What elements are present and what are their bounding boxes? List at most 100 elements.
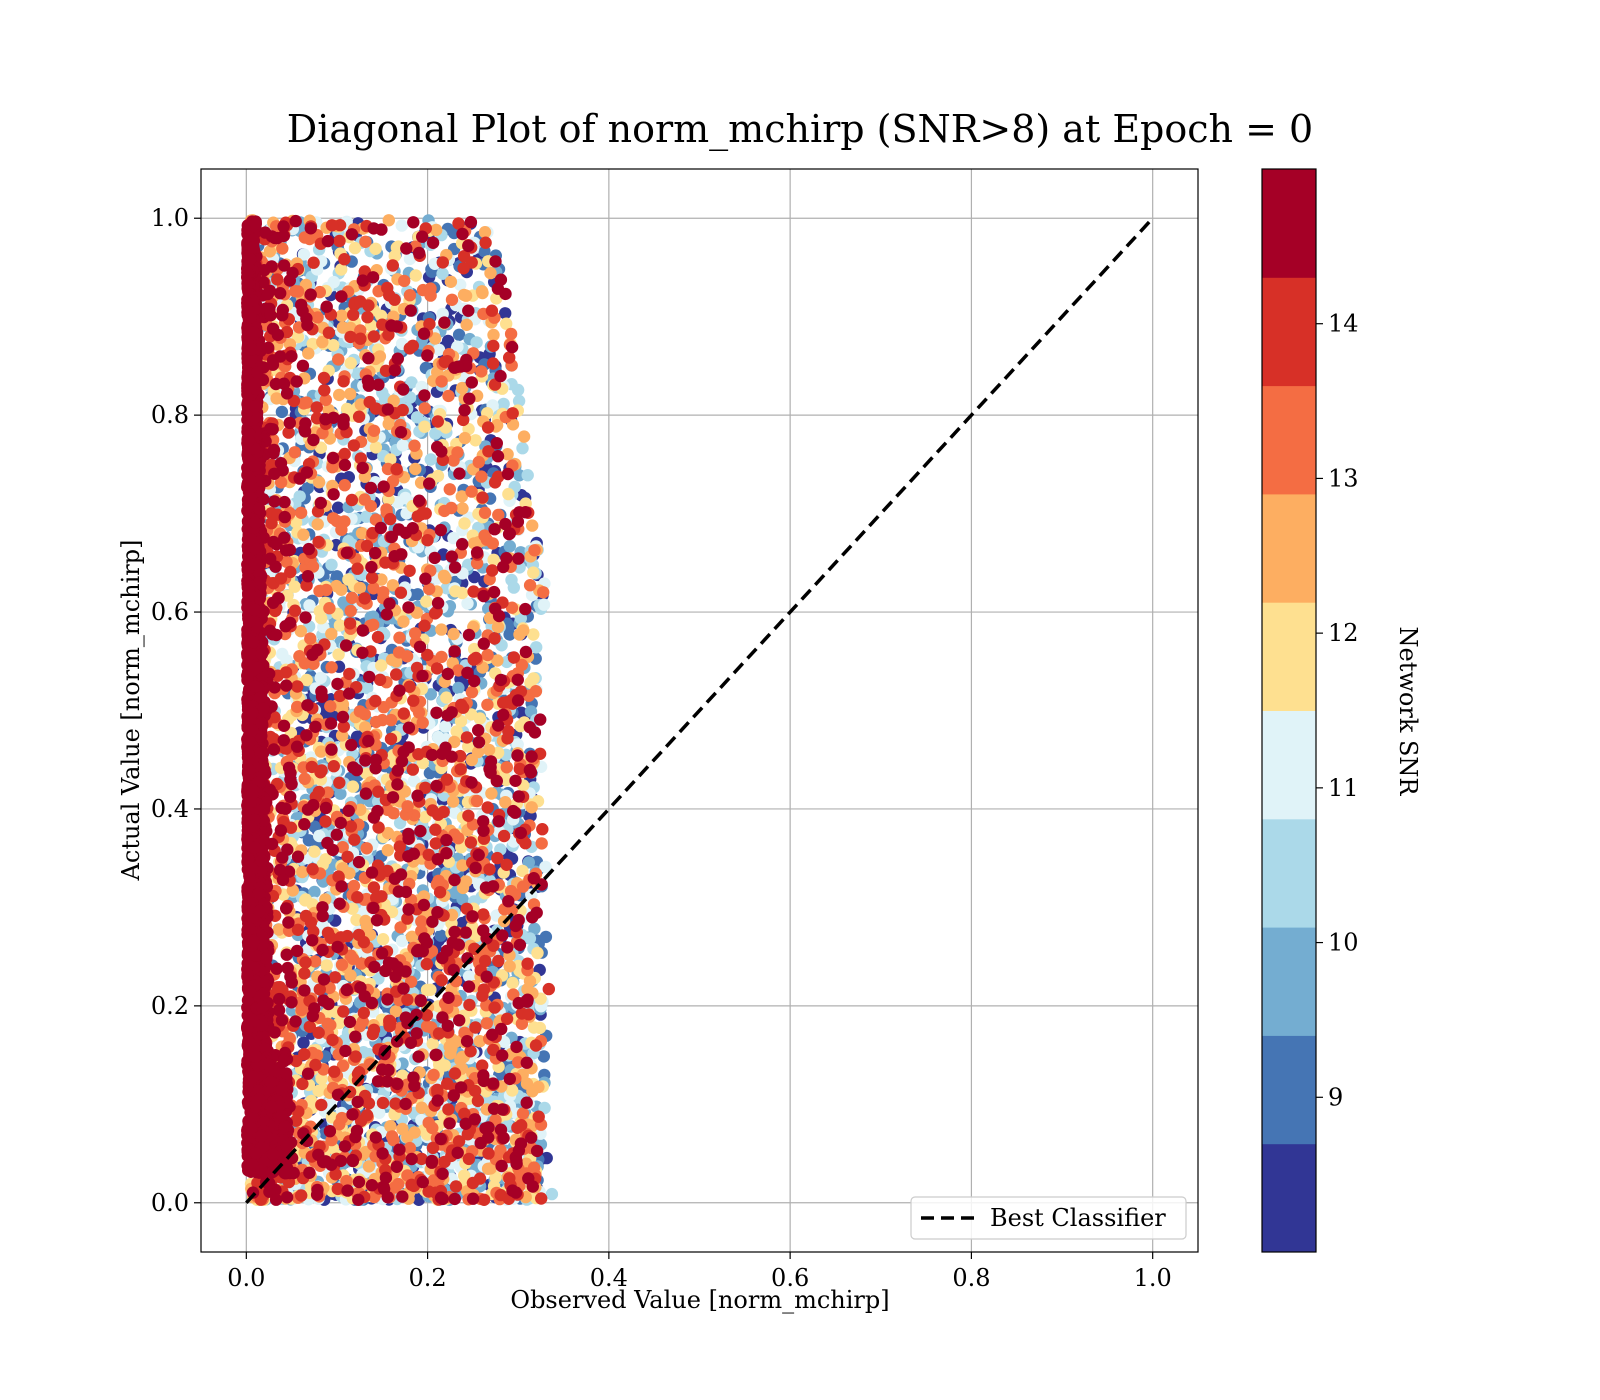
scatter-point	[527, 566, 540, 579]
scatter-point	[499, 307, 512, 320]
scatter-point	[429, 427, 442, 440]
scatter-point	[466, 1176, 480, 1190]
scatter-point	[417, 898, 431, 912]
scatter-point	[440, 847, 453, 860]
scatter-point	[337, 1005, 350, 1018]
scatter-point	[381, 993, 394, 1006]
scatter-point	[522, 1008, 535, 1021]
scatter-point	[357, 935, 370, 949]
scatter-point	[335, 309, 348, 322]
scatter-point	[323, 602, 336, 615]
scatter-point	[488, 1001, 501, 1014]
scatter-point	[507, 651, 521, 664]
scatter-point	[289, 214, 302, 228]
scatter-point	[476, 989, 489, 1002]
scatter-point	[308, 885, 321, 899]
scatter-point	[385, 530, 398, 544]
scatter-point	[393, 1143, 406, 1156]
scatter-point	[283, 416, 296, 430]
scatter-point	[326, 1033, 339, 1047]
scatter-point	[367, 330, 381, 343]
scatter-point	[529, 685, 543, 698]
scatter-point	[282, 916, 295, 929]
scatter-point	[333, 897, 346, 910]
scatter-point	[412, 246, 426, 260]
scatter-point	[399, 885, 413, 899]
scatter-point	[530, 1144, 544, 1158]
scatter-point	[403, 564, 416, 577]
scatter-point	[405, 1152, 418, 1166]
scatter-point	[434, 1132, 447, 1146]
scatter-point	[485, 304, 499, 317]
scatter-point	[391, 778, 404, 791]
plot-area: 0.0 0.2 0.4 0.6 0.8 1.0 0.00.20.40.60.81.0	[151, 168, 1199, 1292]
scatter-point	[479, 236, 492, 249]
scatter-point	[315, 1098, 328, 1112]
scatter-point	[295, 1189, 308, 1202]
scatter-point	[521, 957, 534, 970]
scatter-point	[443, 1040, 456, 1053]
scatter-point	[384, 512, 397, 526]
scatter-point	[377, 480, 390, 493]
scatter-point	[344, 356, 357, 370]
scatter-point	[326, 451, 340, 465]
scatter-point	[343, 687, 356, 700]
scatter-point	[501, 467, 515, 481]
scatter-point	[492, 815, 505, 828]
scatter-point	[424, 282, 437, 295]
scatter-point	[317, 371, 331, 385]
scatter-point	[327, 512, 340, 525]
scatter-point	[350, 913, 363, 927]
scatter-point	[403, 342, 416, 355]
scatter-point	[285, 996, 298, 1009]
scatter-point	[330, 828, 343, 841]
scatter-point	[497, 829, 511, 843]
scatter-point	[324, 717, 338, 730]
scatter-point	[365, 560, 378, 574]
scatter-point	[509, 774, 522, 787]
scatter-point	[405, 376, 418, 389]
scatter-point	[403, 1141, 417, 1155]
scatter-point	[288, 604, 302, 617]
scatter-point	[491, 620, 505, 634]
scatter-point	[442, 1103, 455, 1116]
scatter-point	[398, 274, 411, 288]
scatter-point	[452, 832, 465, 845]
scatter-point	[388, 364, 402, 377]
scatter-point	[350, 763, 363, 777]
scatter-point	[436, 1167, 449, 1181]
scatter-point	[462, 970, 476, 983]
scatter-point	[301, 481, 314, 495]
scatter-point	[462, 1152, 476, 1166]
scatter-point	[460, 731, 474, 744]
scatter-point	[469, 434, 482, 447]
scatter-point	[504, 327, 518, 341]
scatter-point	[272, 1004, 286, 1017]
scatter-point	[512, 552, 525, 565]
scatter-point	[298, 1048, 311, 1061]
scatter-point	[305, 760, 319, 774]
scatter-point	[457, 288, 471, 302]
scatter-point	[304, 222, 317, 235]
scatter-point	[335, 523, 348, 536]
scatter-point	[428, 551, 441, 565]
scatter-point	[344, 387, 357, 401]
scatter-point	[456, 916, 469, 930]
scatter-point	[341, 850, 354, 863]
scatter-point	[445, 501, 458, 515]
scatter-point	[299, 956, 312, 969]
scatter-point	[460, 318, 473, 331]
scatter-point	[299, 909, 313, 923]
scatter-point	[465, 485, 478, 498]
scatter-point	[442, 991, 455, 1004]
scatter-point	[373, 673, 387, 686]
scatter-point	[319, 815, 332, 828]
scatter-point	[366, 1027, 379, 1041]
scatter-point	[285, 777, 298, 791]
scatter-point	[304, 288, 317, 301]
scatter-point	[503, 960, 516, 973]
scatter-point	[465, 686, 479, 699]
scatter-point	[539, 860, 552, 874]
scatter-point	[447, 531, 460, 545]
scatter-point	[435, 623, 448, 636]
